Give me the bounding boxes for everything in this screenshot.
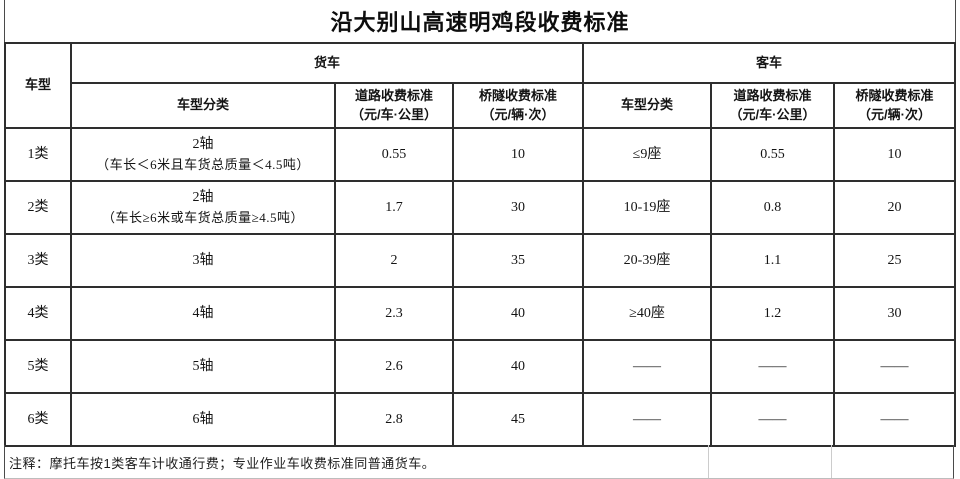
bus-bridge-rate-cell: 20: [833, 180, 956, 235]
truck-road-rate-cell: 2.3: [334, 286, 454, 341]
truck-bridge-rate-cell: 40: [452, 339, 584, 394]
vehicle-type-cell: 4类: [4, 286, 72, 341]
table-row: 1类 2轴 （车长＜6米且车货总质量＜4.5吨） 0.55 10 ≤9座 0.5…: [4, 127, 956, 182]
bus-road-rate-cell: ——: [710, 339, 835, 394]
truck-class-cell: 2轴 （车长≥6米或车货总质量≥4.5吨）: [70, 180, 336, 235]
truck-road-rate-cell: 2: [334, 233, 454, 288]
page-title: 沿大别山高速明鸡段收费标准: [330, 10, 630, 35]
footer-grid-line: [831, 445, 832, 478]
truck-class-line1: 5轴: [192, 359, 214, 374]
truck-class-line1: 2轴: [192, 190, 214, 206]
truck-class-cell: 5轴: [70, 339, 336, 394]
note-band: 注释：摩托车按1类客车计收通行费；专业作业车收费标准同普通货车。: [4, 445, 954, 479]
bus-road-rate-cell: ——: [710, 392, 835, 447]
header-bus-road-rate-line2: （元/车·公里）: [729, 106, 816, 122]
footnote: 注释：摩托车按1类客车计收通行费；专业作业车收费标准同普通货车。: [9, 456, 436, 471]
truck-road-rate-cell: 0.55: [334, 127, 454, 182]
truck-bridge-rate-cell: 45: [452, 392, 584, 447]
truck-class-line1: 4轴: [192, 306, 214, 321]
bus-road-rate-cell: 0.55: [710, 127, 835, 182]
truck-bridge-rate-cell: 40: [452, 286, 584, 341]
header-bus-road-rate: 道路收费标准 （元/车·公里）: [710, 82, 835, 129]
bus-bridge-rate-cell: ——: [833, 339, 956, 394]
bus-class-cell: ≥40座: [582, 286, 712, 341]
footer-grid-line: [708, 445, 709, 478]
header-truck-classification: 车型分类: [70, 82, 336, 129]
header-group-bus: 客车: [582, 42, 956, 84]
header-bus-bridge-rate-line1: 桥隧收费标准: [855, 87, 934, 103]
bus-road-rate-cell: 1.1: [710, 233, 835, 288]
truck-road-rate-cell: 2.6: [334, 339, 454, 394]
title-band: 沿大别山高速明鸡段收费标准: [4, 0, 956, 42]
header-bus-bridge-rate-line2: （元/辆·次）: [858, 106, 931, 122]
truck-bridge-rate-cell: 35: [452, 233, 584, 288]
header-truck-road-rate: 道路收费标准 （元/车·公里）: [334, 82, 454, 129]
bus-bridge-rate-cell: 25: [833, 233, 956, 288]
vehicle-type-cell: 5类: [4, 339, 72, 394]
bus-class-cell: ≤9座: [582, 127, 712, 182]
truck-class-line2: （车长≥6米或车货总质量≥4.5吨）: [101, 210, 305, 226]
table-row: 3类 3轴 2 35 20-39座 1.1 25: [4, 233, 956, 288]
truck-class-line2: （车长＜6米且车货总质量＜4.5吨）: [96, 157, 310, 173]
bus-road-rate-cell: 0.8: [710, 180, 835, 235]
header-bus-road-rate-line1: 道路收费标准: [733, 87, 812, 103]
bus-class-cell: 10-19座: [582, 180, 712, 235]
header-bus-bridge-rate: 桥隧收费标准 （元/辆·次）: [833, 82, 956, 129]
truck-class-line1: 3轴: [192, 253, 214, 268]
truck-bridge-rate-cell: 30: [452, 180, 584, 235]
truck-class-cell: 3轴: [70, 233, 336, 288]
truck-road-rate-cell: 1.7: [334, 180, 454, 235]
vehicle-type-cell: 1类: [4, 127, 72, 182]
vehicle-type-cell: 2类: [4, 180, 72, 235]
bus-bridge-rate-cell: 30: [833, 286, 956, 341]
table-row: 4类 4轴 2.3 40 ≥40座 1.2 30: [4, 286, 956, 341]
header-truck-bridge-rate-line2: （元/辆·次）: [481, 106, 555, 122]
header-bus-classification: 车型分类: [582, 82, 712, 129]
header-group-truck: 货车: [70, 42, 584, 84]
truck-class-line1: 2轴: [192, 137, 214, 153]
header-truck-bridge-rate: 桥隧收费标准 （元/辆·次）: [452, 82, 584, 129]
bus-bridge-rate-cell: ——: [833, 392, 956, 447]
header-truck-bridge-rate-line1: 桥隧收费标准: [478, 87, 557, 103]
bus-road-rate-cell: 1.2: [710, 286, 835, 341]
table-row: 2类 2轴 （车长≥6米或车货总质量≥4.5吨） 1.7 30 10-19座 0…: [4, 180, 956, 235]
bus-class-cell: 20-39座: [582, 233, 712, 288]
toll-fee-table: 车型 货车 客车 车型分类 道路收费标准 （元/车·公里） 桥隧收费标准 （元/…: [4, 42, 956, 447]
header-truck-road-rate-line2: （元/车·公里）: [351, 106, 437, 122]
truck-class-line1: 6轴: [192, 412, 214, 427]
header-vehicle-type: 车型: [4, 42, 72, 129]
table-row: 6类 6轴 2.8 45 —— —— ——: [4, 392, 956, 447]
header-truck-road-rate-line1: 道路收费标准: [354, 87, 433, 103]
vehicle-type-cell: 3类: [4, 233, 72, 288]
bus-class-cell: ——: [582, 339, 712, 394]
table-row: 5类 5轴 2.6 40 —— —— ——: [4, 339, 956, 394]
vehicle-type-cell: 6类: [4, 392, 72, 447]
bus-class-cell: ——: [582, 392, 712, 447]
truck-class-cell: 4轴: [70, 286, 336, 341]
bus-bridge-rate-cell: 10: [833, 127, 956, 182]
truck-class-cell: 6轴: [70, 392, 336, 447]
truck-bridge-rate-cell: 10: [452, 127, 584, 182]
truck-road-rate-cell: 2.8: [334, 392, 454, 447]
truck-class-cell: 2轴 （车长＜6米且车货总质量＜4.5吨）: [70, 127, 336, 182]
